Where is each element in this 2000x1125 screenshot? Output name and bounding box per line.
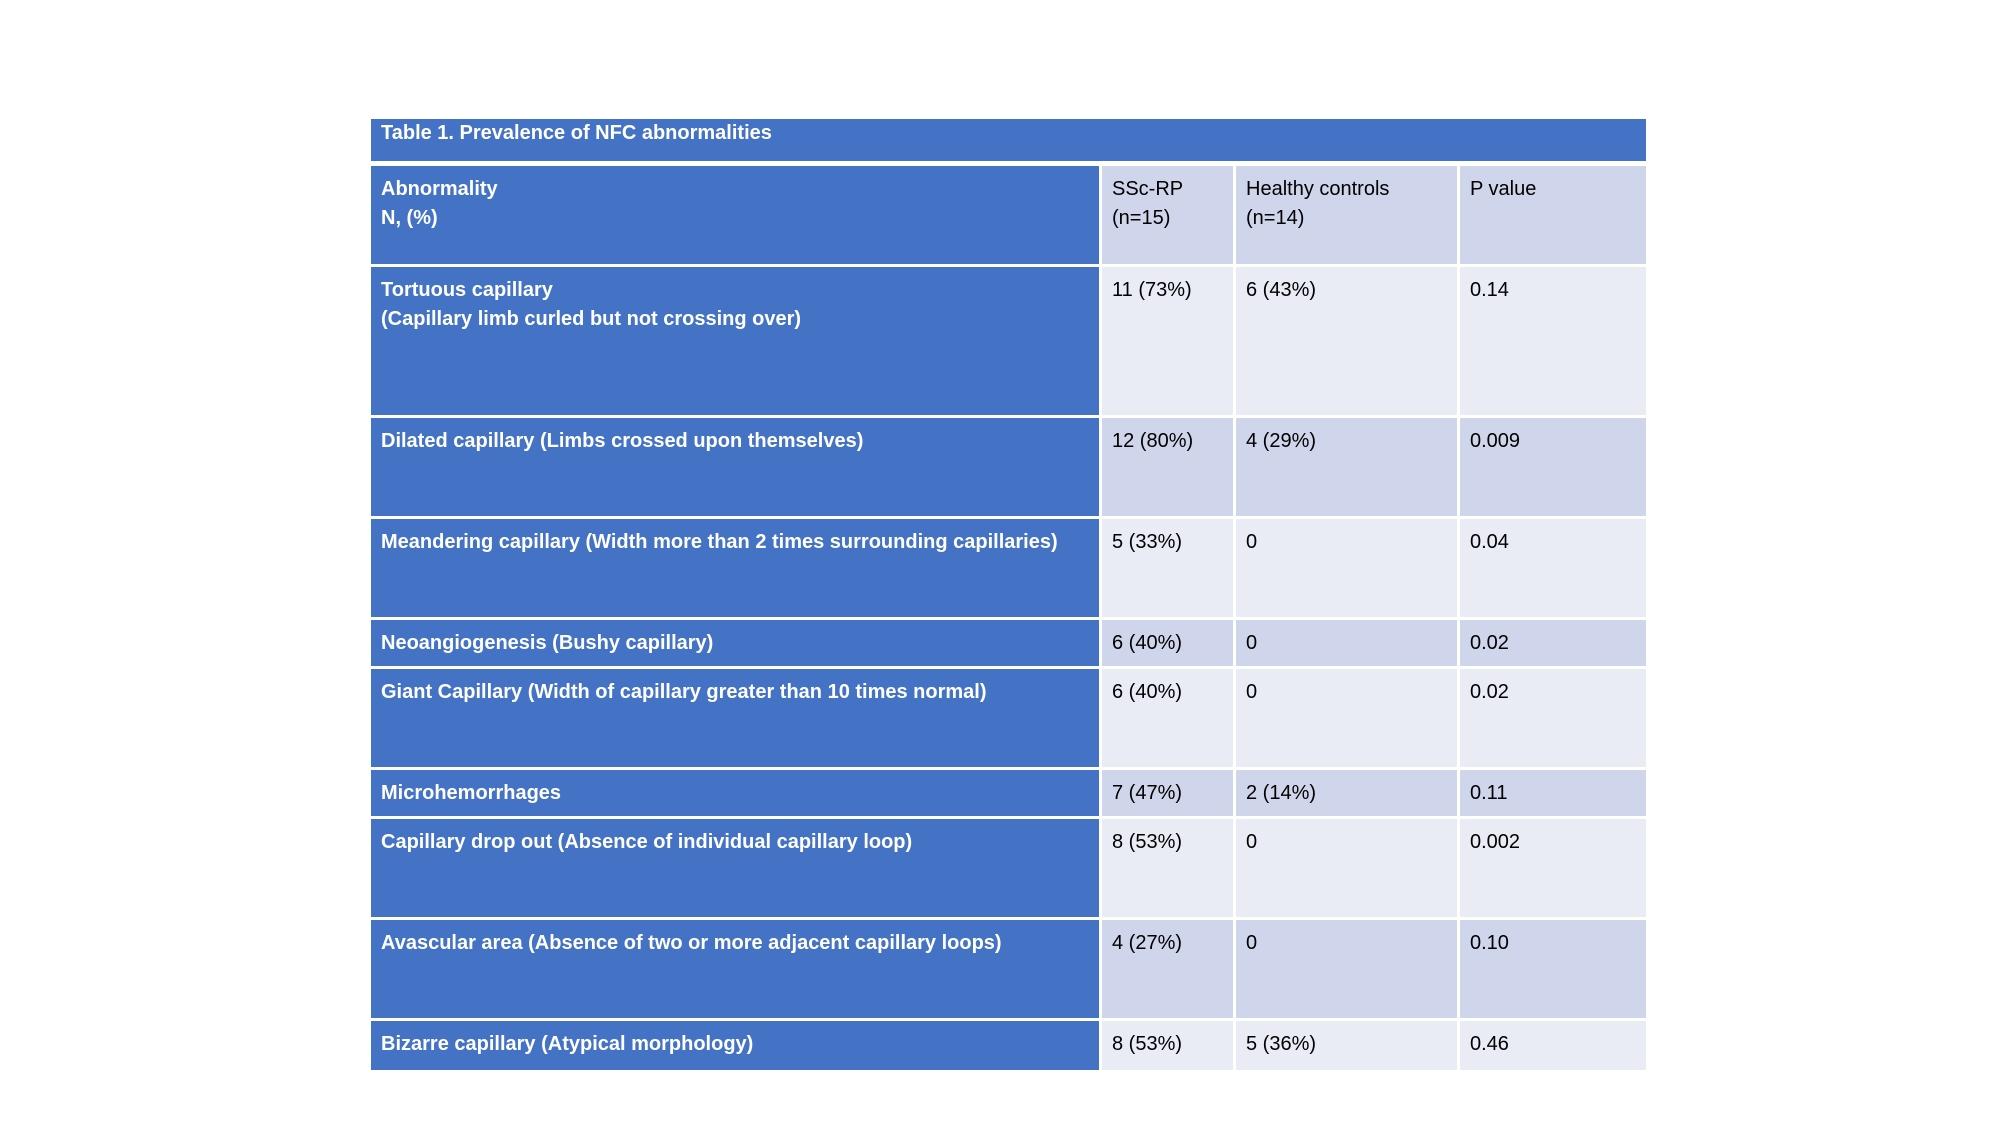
row-ssc-rp-value: 12 (80%) <box>1102 418 1236 519</box>
header-abnormality-label: Abnormality <box>381 178 498 200</box>
header-healthy-controls-label: Healthy controls <box>1246 178 1390 200</box>
row-abnormality: Microhemorrhages <box>371 770 1102 819</box>
row-healthy-controls-value: 2 (14%) <box>1236 770 1460 819</box>
row-p-value: 0.11 <box>1460 770 1646 819</box>
row-abnormality: Giant Capillary (Width of capillary grea… <box>371 669 1102 770</box>
header-abnormality: Abnormality N, (%) <box>371 166 1102 267</box>
row-p-value: 0.02 <box>1460 669 1646 770</box>
table-row: Microhemorrhages 7 (47%) 2 (14%) 0.11 <box>371 770 1646 819</box>
row-p-value: 0.10 <box>1460 920 1646 1021</box>
row-healthy-controls-value: 0 <box>1236 620 1460 669</box>
header-ssc-rp: SSc-RP (n=15) <box>1102 166 1236 267</box>
table-row: Capillary drop out (Absence of individua… <box>371 819 1646 920</box>
row-p-value: 0.002 <box>1460 819 1646 920</box>
row-p-value: 0.02 <box>1460 620 1646 669</box>
row-abnormality: Meandering capillary (Width more than 2 … <box>371 519 1102 620</box>
row-ssc-rp-value: 8 (53%) <box>1102 819 1236 920</box>
row-abnormality: Tortuous capillary (Capillary limb curle… <box>371 267 1102 418</box>
table-row: Meandering capillary (Width more than 2 … <box>371 519 1646 620</box>
row-ssc-rp-value: 6 (40%) <box>1102 669 1236 770</box>
header-p-value: P value <box>1460 166 1646 267</box>
header-ssc-rp-label: SSc-RP <box>1112 178 1184 200</box>
row-abnormality: Avascular area (Absence of two or more a… <box>371 920 1102 1021</box>
header-abnormality-unit: N, (%) <box>381 207 438 229</box>
row-healthy-controls-value: 5 (36%) <box>1236 1021 1460 1070</box>
table-row: Tortuous capillary (Capillary limb curle… <box>371 267 1646 418</box>
row-abnormality: Dilated capillary (Limbs crossed upon th… <box>371 418 1102 519</box>
table-header-row: Abnormality N, (%) SSc-RP (n=15) Healthy… <box>371 166 1646 267</box>
row-ssc-rp-value: 7 (47%) <box>1102 770 1236 819</box>
table-title: Table 1. Prevalence of NFC abnormalities <box>371 119 1646 166</box>
row-healthy-controls-value: 0 <box>1236 669 1460 770</box>
row-p-value: 0.04 <box>1460 519 1646 620</box>
row-abnormality: Neoangiogenesis (Bushy capillary) <box>371 620 1102 669</box>
table-row: Giant Capillary (Width of capillary grea… <box>371 669 1646 770</box>
row-p-value: 0.009 <box>1460 418 1646 519</box>
row-healthy-controls-value: 0 <box>1236 920 1460 1021</box>
row-healthy-controls-value: 6 (43%) <box>1236 267 1460 418</box>
table-row: Avascular area (Absence of two or more a… <box>371 920 1646 1021</box>
header-ssc-rp-n: (n=15) <box>1112 207 1171 229</box>
row-p-value: 0.46 <box>1460 1021 1646 1070</box>
row-ssc-rp-value: 6 (40%) <box>1102 620 1236 669</box>
row-abnormality: Capillary drop out (Absence of individua… <box>371 819 1102 920</box>
row-healthy-controls-value: 0 <box>1236 819 1460 920</box>
nfc-abnormalities-table: Table 1. Prevalence of NFC abnormalities… <box>371 119 1646 1070</box>
row-ssc-rp-value: 5 (33%) <box>1102 519 1236 620</box>
row-p-value: 0.14 <box>1460 267 1646 418</box>
row-abnormality-description: (Capillary limb curled but not crossing … <box>381 308 802 330</box>
table-title-row: Table 1. Prevalence of NFC abnormalities <box>371 119 1646 166</box>
row-ssc-rp-value: 4 (27%) <box>1102 920 1236 1021</box>
row-abnormality-label: Tortuous capillary <box>381 279 553 301</box>
header-p-value-label: P value <box>1470 178 1537 200</box>
table-row: Bizarre capillary (Atypical morphology) … <box>371 1021 1646 1070</box>
table-row: Neoangiogenesis (Bushy capillary) 6 (40%… <box>371 620 1646 669</box>
row-ssc-rp-value: 11 (73%) <box>1102 267 1236 418</box>
table-row: Dilated capillary (Limbs crossed upon th… <box>371 418 1646 519</box>
header-healthy-controls-n: (n=14) <box>1246 207 1305 229</box>
header-healthy-controls: Healthy controls (n=14) <box>1236 166 1460 267</box>
row-ssc-rp-value: 8 (53%) <box>1102 1021 1236 1070</box>
row-abnormality: Bizarre capillary (Atypical morphology) <box>371 1021 1102 1070</box>
row-healthy-controls-value: 4 (29%) <box>1236 418 1460 519</box>
row-healthy-controls-value: 0 <box>1236 519 1460 620</box>
